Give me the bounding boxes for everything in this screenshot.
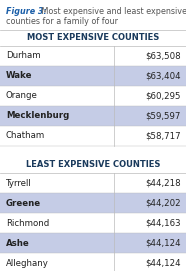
Text: $63,508: $63,508 bbox=[145, 51, 181, 60]
Text: Durham: Durham bbox=[6, 51, 41, 60]
Text: MOST EXPENSIVE COUNTIES: MOST EXPENSIVE COUNTIES bbox=[27, 33, 159, 42]
Text: $59,597: $59,597 bbox=[146, 111, 181, 121]
Text: Greene: Greene bbox=[6, 198, 41, 208]
Text: Alleghany: Alleghany bbox=[6, 259, 49, 267]
Text: $58,717: $58,717 bbox=[145, 131, 181, 140]
Text: $44,202: $44,202 bbox=[145, 198, 181, 208]
Text: Most expensive and least expensive: Most expensive and least expensive bbox=[39, 7, 186, 16]
Text: Richmond: Richmond bbox=[6, 218, 49, 227]
Text: $44,124: $44,124 bbox=[145, 238, 181, 247]
Bar bbox=[0, 106, 186, 126]
Text: Mecklenburg: Mecklenburg bbox=[6, 111, 69, 121]
Bar bbox=[0, 233, 186, 253]
Text: Tyrrell: Tyrrell bbox=[6, 179, 32, 188]
Text: $60,295: $60,295 bbox=[145, 92, 181, 101]
Text: $44,124: $44,124 bbox=[145, 259, 181, 267]
Bar bbox=[0, 193, 186, 213]
Text: Chatham: Chatham bbox=[6, 131, 45, 140]
Text: counties for a family of four: counties for a family of four bbox=[6, 17, 118, 26]
Text: $44,218: $44,218 bbox=[145, 179, 181, 188]
Text: Ashe: Ashe bbox=[6, 238, 30, 247]
Text: $44,163: $44,163 bbox=[145, 218, 181, 227]
Text: LEAST EXPENSIVE COUNTIES: LEAST EXPENSIVE COUNTIES bbox=[26, 160, 160, 169]
Text: $63,404: $63,404 bbox=[145, 72, 181, 80]
Text: Orange: Orange bbox=[6, 92, 38, 101]
Text: Wake: Wake bbox=[6, 72, 33, 80]
Bar bbox=[0, 66, 186, 86]
Text: Figure 3:: Figure 3: bbox=[6, 7, 47, 16]
